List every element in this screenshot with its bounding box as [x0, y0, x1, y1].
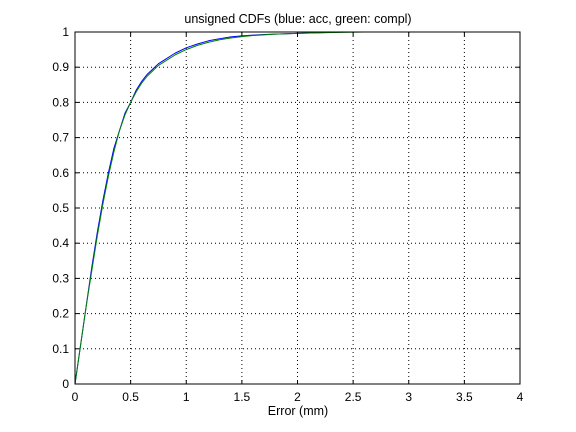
y-tick-label: 0.8 [52, 95, 69, 109]
x-tick-label: 2.5 [345, 390, 362, 404]
x-tick-label: 0 [72, 390, 79, 404]
y-tick-label: 0.6 [52, 166, 69, 180]
data-series [74, 31, 520, 385]
x-tick-label: 3 [405, 390, 412, 404]
x-tick-label: 1 [183, 390, 190, 404]
y-tick-label: 0.3 [52, 271, 69, 285]
chart-title: unsigned CDFs (blue: acc, green: compl) [184, 12, 411, 26]
grid-lines [75, 32, 520, 384]
y-tick-label: 0.4 [52, 236, 69, 250]
tick-marks [74, 31, 521, 385]
y-tick-labels: 0 0.1 0.2 0.3 0.4 0.5 0.6 0.7 0.8 0.9 1 [52, 25, 69, 391]
y-tick-label: 1 [62, 25, 69, 39]
x-axis-label: Error (mm) [268, 404, 328, 418]
x-tick-label: 2 [294, 390, 301, 404]
x-tick-label: 3.5 [456, 390, 473, 404]
x-tick-labels: 0 0.5 1 1.5 2 2.5 3 3.5 4 [72, 390, 524, 404]
y-tick-label: 0.7 [52, 131, 69, 145]
y-tick-label: 0.9 [52, 60, 69, 74]
x-tick-label: 0.5 [122, 390, 139, 404]
x-tick-label: 4 [517, 390, 524, 404]
y-tick-label: 0.2 [52, 307, 69, 321]
compl-cdf-line [74, 31, 520, 385]
y-tick-label: 0 [62, 377, 69, 391]
y-tick-label: 0.5 [52, 201, 69, 215]
x-tick-label: 1.5 [234, 390, 251, 404]
y-tick-label: 0.1 [52, 342, 69, 356]
